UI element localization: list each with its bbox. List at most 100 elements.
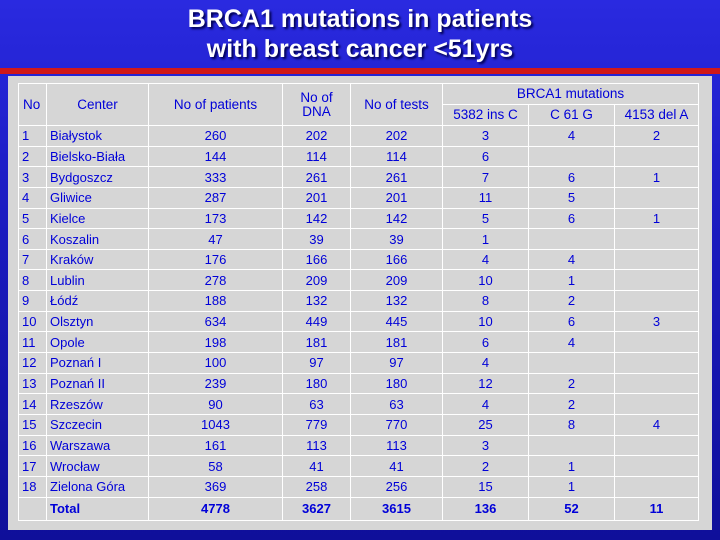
- header-mut-5382insc: 5382 ins C: [442, 104, 529, 126]
- cell-mut-4153dela: 3: [613, 310, 700, 333]
- table-body: 1 Białystok 260 202 202 3 4 2 2 Bielsko-Biała 144 1…: [18, 125, 700, 498]
- cell-mut-4153dela: [613, 248, 700, 271]
- cell-row-no: 11: [18, 331, 47, 354]
- cell-mut-c61g: [528, 352, 615, 374]
- cell-patients: 176: [148, 248, 283, 271]
- cell-tests: 209: [350, 269, 443, 292]
- cell-patients: 198: [148, 331, 283, 354]
- cell-patients: 260: [148, 125, 283, 147]
- table-panel: No Center No of patients No of DNA No of…: [8, 76, 712, 530]
- cell-row-no: 6: [18, 228, 47, 250]
- cell-mut-5382insc: 25: [442, 413, 529, 436]
- cell-dna: 202: [282, 125, 351, 147]
- cell-mut-4153dela: [613, 186, 700, 209]
- total-mut-4153dela: 11: [613, 496, 700, 521]
- header-center: Center: [46, 83, 149, 126]
- cell-tests: 181: [350, 331, 443, 354]
- cell-dna: 41: [282, 455, 351, 477]
- cell-row-no: 16: [18, 434, 47, 457]
- cell-mut-4153dela: [613, 290, 700, 312]
- cell-mut-c61g: 8: [528, 413, 615, 436]
- table-row: 9 Łódź 188 132 132 8 2: [18, 290, 700, 312]
- cell-mut-c61g: 6: [528, 310, 615, 333]
- cell-mut-5382insc: 15: [442, 475, 529, 498]
- cell-patients: 239: [148, 372, 283, 395]
- slide-title: BRCA1 mutations in patients with breast …: [0, 4, 720, 64]
- cell-mut-4153dela: [613, 475, 700, 498]
- table-row: 8 Lublin 278 209 209 10 1: [18, 269, 700, 292]
- table-row: 13 Poznań II 239 180 180 12 2: [18, 372, 700, 395]
- cell-mut-c61g: [528, 228, 615, 250]
- cell-mut-5382insc: 6: [442, 145, 529, 168]
- header-mut-4153dela: 4153 del A: [613, 104, 700, 126]
- cell-tests: 180: [350, 372, 443, 395]
- cell-tests: 132: [350, 290, 443, 312]
- cell-patients: 369: [148, 475, 283, 498]
- cell-mut-4153dela: 2: [613, 125, 700, 147]
- cell-patients: 634: [148, 310, 283, 333]
- cell-patients: 47: [148, 228, 283, 250]
- cell-mut-5382insc: 6: [442, 331, 529, 354]
- brca1-mutations-table: No Center No of patients No of DNA No of…: [18, 83, 700, 521]
- cell-dna: 779: [282, 413, 351, 436]
- cell-mut-5382insc: 12: [442, 372, 529, 395]
- cell-row-no: 8: [18, 269, 47, 292]
- header-no: No: [18, 83, 47, 126]
- cell-tests: 41: [350, 455, 443, 477]
- table-row: 15 Szczecin 1043 779 770 25 8 4: [18, 413, 700, 436]
- cell-mut-5382insc: 8: [442, 290, 529, 312]
- title-line-2: with breast cancer <51yrs: [206, 35, 514, 63]
- cell-mut-4153dela: [613, 372, 700, 395]
- cell-patients: 144: [148, 145, 283, 168]
- cell-dna: 449: [282, 310, 351, 333]
- cell-mut-4153dela: 1: [613, 166, 700, 188]
- subheader-row: 5382 ins C C 61 G 4153 del A: [19, 104, 700, 126]
- header-mutations: BRCA1 mutations: [441, 83, 700, 105]
- cell-row-no: 10: [18, 310, 47, 333]
- cell-tests: 39: [350, 228, 443, 250]
- cell-center-name: Zielona Góra: [46, 475, 149, 498]
- cell-dna: 201: [282, 186, 351, 209]
- cell-center-name: Kraków: [46, 248, 149, 271]
- cell-patients: 173: [148, 207, 283, 230]
- cell-mut-5382insc: 3: [442, 434, 529, 457]
- total-label: Total: [46, 496, 149, 521]
- cell-tests: 142: [350, 207, 443, 230]
- cell-mut-4153dela: [613, 145, 700, 168]
- cell-mut-5382insc: 1: [442, 228, 529, 250]
- cell-mut-5382insc: 4: [442, 352, 529, 374]
- table-row: 17 Wrocław 58 41 41 2 1: [18, 455, 700, 477]
- cell-row-no: 5: [18, 207, 47, 230]
- cell-patients: 58: [148, 455, 283, 477]
- table-row: 7 Kraków 176 166 166 4 4: [18, 248, 700, 271]
- cell-center-name: Wrocław: [46, 455, 149, 477]
- cell-mut-5382insc: 11: [442, 186, 529, 209]
- cell-patients: 100: [148, 352, 283, 374]
- cell-row-no: 4: [18, 186, 47, 209]
- cell-dna: 97: [282, 352, 351, 374]
- cell-center-name: Warszawa: [46, 434, 149, 457]
- cell-center-name: Gliwice: [46, 186, 149, 209]
- cell-mut-4153dela: 4: [613, 413, 700, 436]
- cell-row-no: 13: [18, 372, 47, 395]
- table-row: 1 Białystok 260 202 202 3 4 2: [18, 125, 700, 147]
- total-tests: 3615: [350, 496, 443, 521]
- header-patients: No of patients: [148, 83, 283, 126]
- header-dna-line1: No of: [300, 89, 333, 105]
- cell-patients: 161: [148, 434, 283, 457]
- cell-mut-4153dela: [613, 393, 700, 415]
- cell-center-name: Szczecin: [46, 413, 149, 436]
- header-mut-c61g: C 61 G: [528, 104, 615, 126]
- cell-tests: 256: [350, 475, 443, 498]
- cell-mut-c61g: 1: [528, 455, 615, 477]
- cell-row-no: 7: [18, 248, 47, 271]
- cell-mut-c61g: 5: [528, 186, 615, 209]
- cell-row-no: 17: [18, 455, 47, 477]
- cell-row-no: 18: [18, 475, 47, 498]
- cell-mut-5382insc: 4: [442, 393, 529, 415]
- cell-center-name: Łódź: [46, 290, 149, 312]
- header-dna: No of DNA: [282, 83, 351, 126]
- cell-center-name: Bydgoszcz: [46, 166, 149, 188]
- header-row: No Center No of patients No of DNA No of…: [18, 83, 700, 126]
- cell-mut-c61g: 6: [528, 166, 615, 188]
